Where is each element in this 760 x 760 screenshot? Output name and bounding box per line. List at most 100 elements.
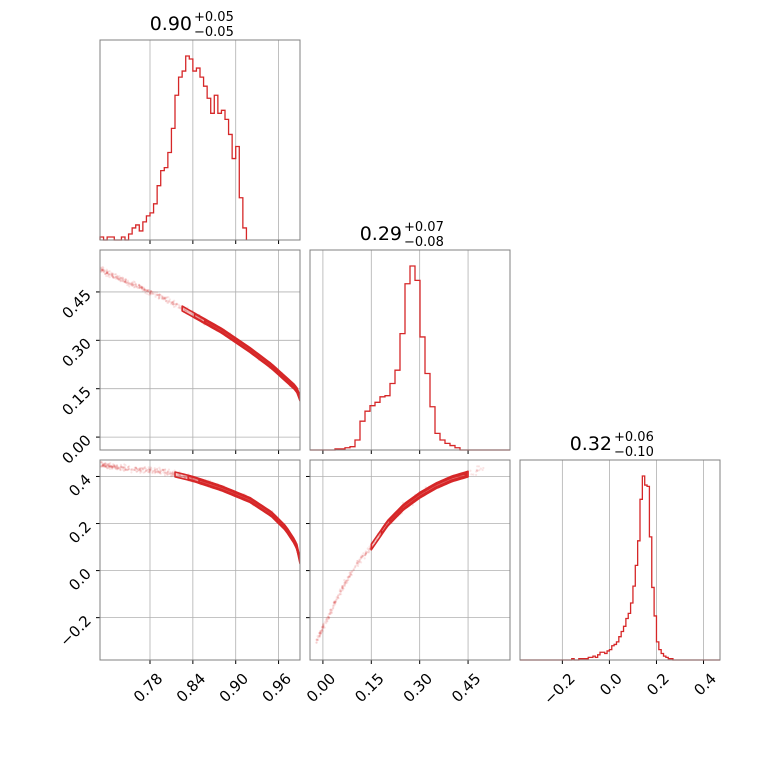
sample-point-2 xyxy=(330,609,334,612)
hist-frame-p1 xyxy=(309,249,511,451)
sample-point-0 xyxy=(126,281,129,284)
sample-point-2 xyxy=(315,638,318,642)
sample-point-2 xyxy=(321,630,324,633)
sample-point-1 xyxy=(115,465,118,468)
sample-point-0 xyxy=(114,275,118,279)
sample-point-2 xyxy=(334,601,337,604)
sample-point-2 xyxy=(326,618,329,621)
sample-point-1 xyxy=(110,465,113,468)
sample-point-2 xyxy=(318,636,321,639)
sample-point-1 xyxy=(139,466,142,470)
sample-point-1 xyxy=(138,467,141,470)
sample-point-0 xyxy=(111,275,114,278)
sample-point-2 xyxy=(333,601,336,605)
sample-point-0 xyxy=(140,287,144,291)
sample-point-2 xyxy=(353,566,356,569)
sample-point-2 xyxy=(316,634,319,638)
sample-point-1 xyxy=(116,467,120,470)
sample-point-0 xyxy=(116,277,119,280)
sample-point-0 xyxy=(142,286,146,289)
sample-point-2 xyxy=(356,564,360,568)
sample-point-1 xyxy=(146,468,149,472)
sample-point-1 xyxy=(119,465,122,468)
sample-point-1 xyxy=(115,464,119,467)
sample-point-1 xyxy=(179,475,182,478)
sample-point-1 xyxy=(105,465,108,469)
sample-point-0 xyxy=(170,303,173,306)
sample-point-0 xyxy=(116,275,119,278)
sample-point-2 xyxy=(317,638,320,642)
x-tick-label-p1-3: 0.45 xyxy=(448,670,484,706)
sample-point-0 xyxy=(160,295,163,298)
sample-point-1 xyxy=(135,470,138,473)
sample-point-1 xyxy=(131,468,134,471)
title-plus-p2: +0.06 xyxy=(614,430,654,445)
sample-point-1 xyxy=(104,462,107,465)
sample-point-0 xyxy=(156,293,159,297)
sample-point-2 xyxy=(343,583,346,587)
sample-point-1 xyxy=(124,467,127,470)
sample-point-0 xyxy=(148,293,151,296)
sample-point-1 xyxy=(127,465,131,468)
sample-point-1 xyxy=(122,469,126,472)
sample-point-1 xyxy=(168,472,171,475)
sample-point-2 xyxy=(334,600,337,603)
sample-point-0 xyxy=(185,309,188,312)
sample-point-0 xyxy=(145,289,148,292)
sample-point-2 xyxy=(364,550,367,553)
sample-point-1 xyxy=(127,466,130,469)
sample-point-2 xyxy=(335,598,338,601)
sample-point-1 xyxy=(148,468,152,471)
sample-point-1 xyxy=(138,469,141,472)
sample-point-1 xyxy=(152,469,155,473)
sample-point-1 xyxy=(171,474,174,477)
sample-point-0 xyxy=(118,276,122,280)
sample-point-1 xyxy=(162,471,165,474)
sample-point-0 xyxy=(111,272,114,276)
sample-point-0 xyxy=(106,271,109,275)
sample-point-1 xyxy=(163,474,167,477)
sample-point-2 xyxy=(315,641,318,644)
sample-point-0 xyxy=(116,276,119,279)
sample-point-1 xyxy=(156,467,159,471)
sample-point-0 xyxy=(130,282,133,285)
sample-point-0 xyxy=(128,282,131,285)
sample-point-1 xyxy=(120,465,123,469)
sample-point-0 xyxy=(134,283,137,286)
sample-point-1 xyxy=(142,471,145,474)
sample-point-0 xyxy=(161,296,164,299)
sample-point-1 xyxy=(135,467,139,471)
sample-point-2 xyxy=(482,466,485,470)
sample-point-0 xyxy=(110,274,113,277)
sample-point-1 xyxy=(141,467,144,471)
sample-point-2 xyxy=(321,625,325,628)
sample-point-1 xyxy=(155,468,158,471)
sample-point-2 xyxy=(321,626,324,629)
sample-point-1 xyxy=(147,468,150,471)
sample-point-1 xyxy=(159,470,162,473)
sample-point-0 xyxy=(164,299,167,302)
sample-point-1 xyxy=(100,465,103,468)
sample-point-0 xyxy=(111,275,114,278)
sample-point-1 xyxy=(154,469,157,472)
sample-point-2 xyxy=(356,560,359,563)
sample-point-2 xyxy=(341,589,344,592)
sample-point-0 xyxy=(123,280,126,284)
sample-point-0 xyxy=(100,270,103,274)
sample-point-0 xyxy=(100,268,104,271)
sample-point-1 xyxy=(123,469,127,472)
sample-point-2 xyxy=(348,571,351,575)
sample-point-1 xyxy=(165,472,169,475)
sample-point-2 xyxy=(341,585,345,588)
sample-point-1 xyxy=(127,468,131,471)
sample-point-1 xyxy=(111,466,114,469)
sample-point-1 xyxy=(115,465,118,468)
sample-point-1 xyxy=(135,467,139,471)
sample-point-1 xyxy=(105,463,108,466)
sample-point-1 xyxy=(109,465,112,468)
sample-point-2 xyxy=(472,473,475,476)
sample-point-0 xyxy=(102,269,106,272)
sample-point-0 xyxy=(159,293,162,297)
sample-point-2 xyxy=(327,613,330,616)
sample-point-2 xyxy=(356,561,359,565)
